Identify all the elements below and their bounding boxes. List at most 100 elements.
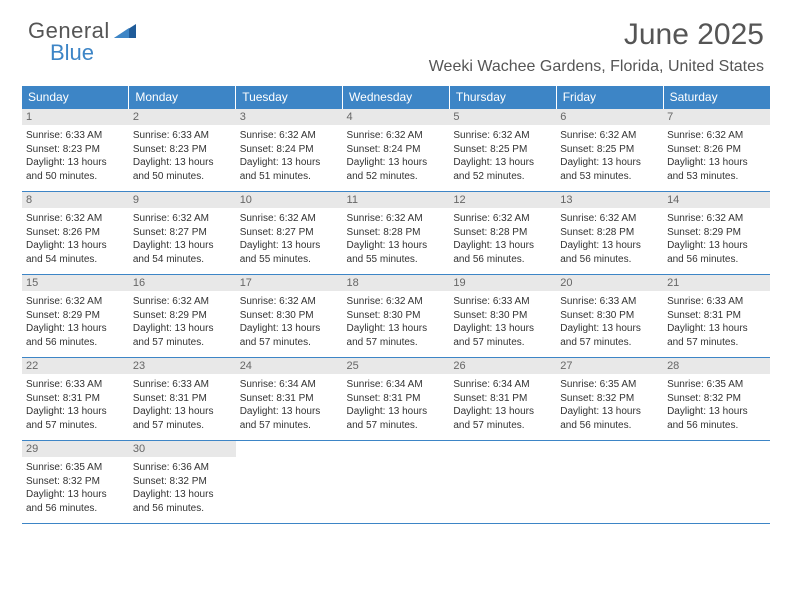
calendar-day-cell: 16Sunrise: 6:32 AMSunset: 8:29 PMDayligh… [129,275,236,358]
day-number: 18 [343,275,450,291]
day-number: 28 [663,358,770,374]
calendar-day-cell: 23Sunrise: 6:33 AMSunset: 8:31 PMDayligh… [129,358,236,441]
day-number: 30 [129,441,236,457]
day-number: 12 [449,192,556,208]
calendar-table: Sunday Monday Tuesday Wednesday Thursday… [22,86,770,524]
day-number: 9 [129,192,236,208]
location-subtitle: Weeki Wachee Gardens, Florida, United St… [429,58,764,76]
calendar-week-row: 1Sunrise: 6:33 AMSunset: 8:23 PMDaylight… [22,109,770,192]
calendar-day-cell: 12Sunrise: 6:32 AMSunset: 8:28 PMDayligh… [449,192,556,275]
day-details: Sunrise: 6:32 AMSunset: 8:29 PMDaylight:… [129,291,236,357]
day-number: 29 [22,441,129,457]
day-number: 25 [343,358,450,374]
day-details: Sunrise: 6:32 AMSunset: 8:25 PMDaylight:… [449,125,556,191]
day-details: Sunrise: 6:32 AMSunset: 8:26 PMDaylight:… [663,125,770,191]
day-header: Wednesday [343,86,450,109]
calendar-day-cell: 28Sunrise: 6:35 AMSunset: 8:32 PMDayligh… [663,358,770,441]
calendar-header-row: Sunday Monday Tuesday Wednesday Thursday… [22,86,770,109]
day-number: 21 [663,275,770,291]
day-details: Sunrise: 6:33 AMSunset: 8:31 PMDaylight:… [129,374,236,440]
day-details: Sunrise: 6:34 AMSunset: 8:31 PMDaylight:… [236,374,343,440]
calendar-day-cell: 1Sunrise: 6:33 AMSunset: 8:23 PMDaylight… [22,109,129,192]
day-details: Sunrise: 6:33 AMSunset: 8:23 PMDaylight:… [22,125,129,191]
calendar-day-cell: 4Sunrise: 6:32 AMSunset: 8:24 PMDaylight… [343,109,450,192]
logo-word-blue: Blue [50,40,94,66]
day-details: Sunrise: 6:33 AMSunset: 8:30 PMDaylight:… [449,291,556,357]
empty-cell [236,441,343,524]
calendar-day-cell: 11Sunrise: 6:32 AMSunset: 8:28 PMDayligh… [343,192,450,275]
day-details: Sunrise: 6:32 AMSunset: 8:28 PMDaylight:… [556,208,663,274]
day-number: 17 [236,275,343,291]
calendar-day-cell: 9Sunrise: 6:32 AMSunset: 8:27 PMDaylight… [129,192,236,275]
calendar-day-cell: 30Sunrise: 6:36 AMSunset: 8:32 PMDayligh… [129,441,236,524]
day-number: 4 [343,109,450,125]
calendar-day-cell: 22Sunrise: 6:33 AMSunset: 8:31 PMDayligh… [22,358,129,441]
day-details: Sunrise: 6:32 AMSunset: 8:28 PMDaylight:… [449,208,556,274]
day-header: Sunday [22,86,129,109]
day-details: Sunrise: 6:36 AMSunset: 8:32 PMDaylight:… [129,457,236,523]
day-details: Sunrise: 6:32 AMSunset: 8:28 PMDaylight:… [343,208,450,274]
calendar-day-cell: 13Sunrise: 6:32 AMSunset: 8:28 PMDayligh… [556,192,663,275]
header: June 2025 Weeki Wachee Gardens, Florida,… [429,18,764,76]
day-details: Sunrise: 6:35 AMSunset: 8:32 PMDaylight:… [663,374,770,440]
calendar-week-row: 8Sunrise: 6:32 AMSunset: 8:26 PMDaylight… [22,192,770,275]
calendar-day-cell: 10Sunrise: 6:32 AMSunset: 8:27 PMDayligh… [236,192,343,275]
calendar-day-cell: 3Sunrise: 6:32 AMSunset: 8:24 PMDaylight… [236,109,343,192]
day-number: 23 [129,358,236,374]
day-number: 2 [129,109,236,125]
empty-cell [663,441,770,524]
day-number: 13 [556,192,663,208]
day-number: 22 [22,358,129,374]
day-details: Sunrise: 6:34 AMSunset: 8:31 PMDaylight:… [343,374,450,440]
day-header: Monday [129,86,236,109]
day-header: Thursday [449,86,556,109]
calendar-week-row: 29Sunrise: 6:35 AMSunset: 8:32 PMDayligh… [22,441,770,524]
day-number: 19 [449,275,556,291]
day-details: Sunrise: 6:32 AMSunset: 8:24 PMDaylight:… [343,125,450,191]
calendar-day-cell: 7Sunrise: 6:32 AMSunset: 8:26 PMDaylight… [663,109,770,192]
day-header: Tuesday [236,86,343,109]
page-title: June 2025 [429,18,764,52]
day-details: Sunrise: 6:33 AMSunset: 8:23 PMDaylight:… [129,125,236,191]
day-number: 6 [556,109,663,125]
day-details: Sunrise: 6:32 AMSunset: 8:27 PMDaylight:… [129,208,236,274]
day-details: Sunrise: 6:33 AMSunset: 8:31 PMDaylight:… [663,291,770,357]
day-details: Sunrise: 6:32 AMSunset: 8:27 PMDaylight:… [236,208,343,274]
day-details: Sunrise: 6:33 AMSunset: 8:30 PMDaylight:… [556,291,663,357]
calendar-day-cell: 15Sunrise: 6:32 AMSunset: 8:29 PMDayligh… [22,275,129,358]
day-number: 1 [22,109,129,125]
day-number: 20 [556,275,663,291]
calendar-day-cell: 25Sunrise: 6:34 AMSunset: 8:31 PMDayligh… [343,358,450,441]
calendar-day-cell: 18Sunrise: 6:32 AMSunset: 8:30 PMDayligh… [343,275,450,358]
empty-cell [343,441,450,524]
day-details: Sunrise: 6:35 AMSunset: 8:32 PMDaylight:… [22,457,129,523]
calendar-body: 1Sunrise: 6:33 AMSunset: 8:23 PMDaylight… [22,109,770,524]
day-number: 24 [236,358,343,374]
empty-cell [449,441,556,524]
calendar-day-cell: 8Sunrise: 6:32 AMSunset: 8:26 PMDaylight… [22,192,129,275]
calendar-day-cell: 29Sunrise: 6:35 AMSunset: 8:32 PMDayligh… [22,441,129,524]
day-details: Sunrise: 6:32 AMSunset: 8:29 PMDaylight:… [663,208,770,274]
day-details: Sunrise: 6:32 AMSunset: 8:26 PMDaylight:… [22,208,129,274]
calendar-day-cell: 27Sunrise: 6:35 AMSunset: 8:32 PMDayligh… [556,358,663,441]
empty-cell [556,441,663,524]
day-number: 5 [449,109,556,125]
day-number: 10 [236,192,343,208]
calendar-week-row: 15Sunrise: 6:32 AMSunset: 8:29 PMDayligh… [22,275,770,358]
calendar-week-row: 22Sunrise: 6:33 AMSunset: 8:31 PMDayligh… [22,358,770,441]
day-number: 3 [236,109,343,125]
day-details: Sunrise: 6:32 AMSunset: 8:29 PMDaylight:… [22,291,129,357]
calendar-day-cell: 19Sunrise: 6:33 AMSunset: 8:30 PMDayligh… [449,275,556,358]
calendar-day-cell: 17Sunrise: 6:32 AMSunset: 8:30 PMDayligh… [236,275,343,358]
day-header: Saturday [663,86,770,109]
calendar-day-cell: 21Sunrise: 6:33 AMSunset: 8:31 PMDayligh… [663,275,770,358]
day-number: 27 [556,358,663,374]
day-number: 14 [663,192,770,208]
day-number: 15 [22,275,129,291]
day-details: Sunrise: 6:32 AMSunset: 8:30 PMDaylight:… [343,291,450,357]
day-details: Sunrise: 6:32 AMSunset: 8:30 PMDaylight:… [236,291,343,357]
day-header: Friday [556,86,663,109]
logo-triangle-icon [114,24,136,43]
day-number: 8 [22,192,129,208]
day-details: Sunrise: 6:32 AMSunset: 8:25 PMDaylight:… [556,125,663,191]
